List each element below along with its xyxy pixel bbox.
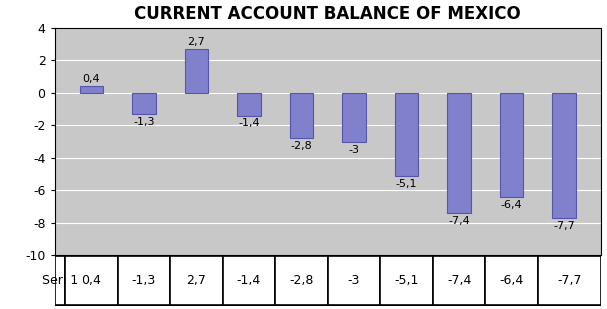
Text: 0,4: 0,4 (83, 74, 100, 84)
Bar (552, 93, 576, 218)
Text: -1,4: -1,4 (237, 274, 261, 287)
Text: -5,1: -5,1 (395, 274, 419, 287)
Text: -7,7: -7,7 (557, 274, 582, 287)
Text: -1,3: -1,3 (133, 117, 155, 127)
Bar (381, 256, 433, 305)
Text: -2,8: -2,8 (291, 141, 313, 151)
Bar (80, 86, 103, 93)
Bar (290, 93, 313, 138)
Text: 2,7: 2,7 (188, 37, 205, 47)
Bar (118, 256, 170, 305)
Text: -3: -3 (348, 145, 359, 154)
Bar (65, 256, 118, 305)
Text: Seri 1: Seri 1 (42, 274, 78, 287)
Text: -7,4: -7,4 (448, 216, 470, 226)
Bar (433, 256, 486, 305)
Bar (55, 256, 65, 305)
Text: -1,3: -1,3 (132, 274, 156, 287)
Text: -5,1: -5,1 (396, 179, 418, 188)
Bar (170, 256, 223, 305)
Title: CURRENT ACCOUNT BALANCE OF MEXICO: CURRENT ACCOUNT BALANCE OF MEXICO (134, 6, 521, 23)
Bar (395, 93, 418, 176)
Bar (328, 256, 381, 305)
Bar (223, 256, 275, 305)
Text: -2,8: -2,8 (290, 274, 314, 287)
Text: -6,4: -6,4 (500, 274, 524, 287)
Bar (486, 256, 538, 305)
Bar (447, 93, 471, 213)
Bar (237, 93, 261, 116)
Bar (342, 93, 366, 142)
Text: -6,4: -6,4 (501, 200, 523, 210)
Bar (275, 256, 328, 305)
Text: 0,4: 0,4 (81, 274, 101, 287)
Text: -1,4: -1,4 (238, 118, 260, 129)
Text: -3: -3 (348, 274, 360, 287)
Text: -7,7: -7,7 (554, 221, 575, 231)
Bar (185, 49, 208, 93)
Text: -7,4: -7,4 (447, 274, 471, 287)
Bar (538, 256, 601, 305)
Text: 2,7: 2,7 (186, 274, 206, 287)
Bar (132, 93, 156, 114)
Bar (500, 93, 523, 197)
